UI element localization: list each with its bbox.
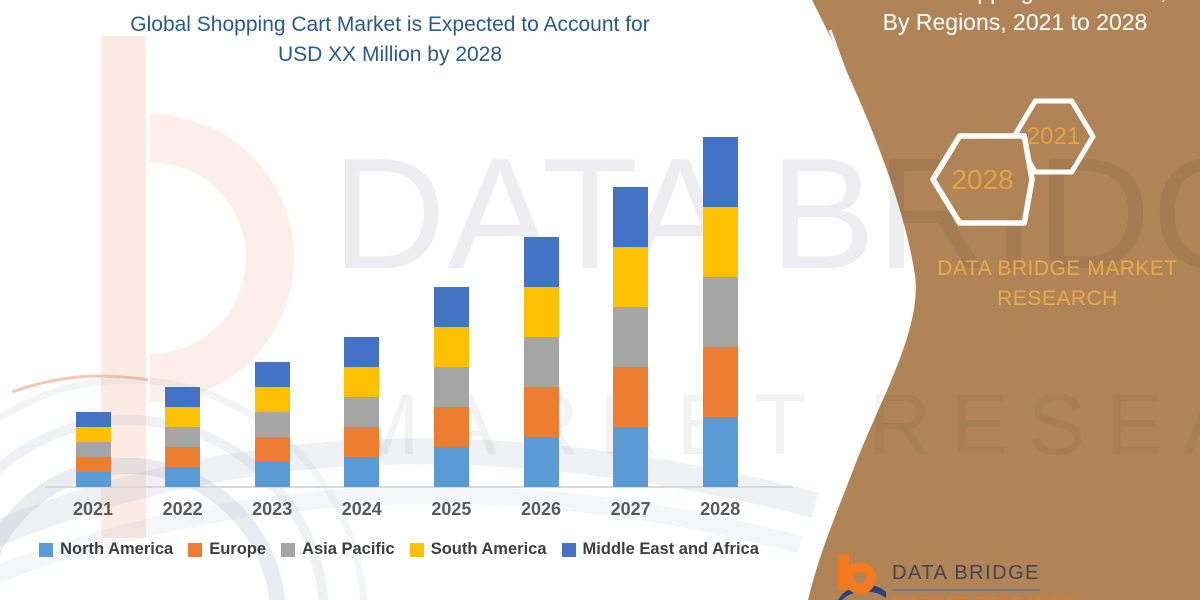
legend-item-south-america: South America: [409, 540, 547, 559]
footer-brand-text: DATA BRIDGE: [892, 562, 1041, 591]
panel-brand-text: DATA BRIDGE MARKET RESEARCH: [920, 254, 1195, 314]
x-axis-label-2024: 2024: [341, 499, 382, 519]
legend-label: Asia Pacific: [302, 540, 395, 558]
bar-segment-2025-south-america: [433, 327, 469, 367]
watermark-b-bowl: [149, 114, 294, 402]
bar-segment-2025-middle-east-and-africa: [433, 287, 469, 327]
bar-segment-2024-europe: [344, 427, 380, 457]
stacked-bar-plot-area: 2021 2022 2023 2024 2025 2026 2027 2028: [72, 137, 741, 519]
legend-item-asia-pacific: Asia Pacific: [281, 540, 395, 559]
bar-segment-2028-north-america: [702, 417, 738, 487]
bar-segment-2023-north-america: [254, 462, 290, 487]
watermark-circle-icon: [0, 415, 329, 600]
hexagon-2028-label: 2028: [951, 163, 1014, 195]
bar-segment-2028-south-america: [702, 207, 738, 277]
x-axis-label-2022: 2022: [162, 499, 203, 519]
watermark-swoosh: [0, 438, 819, 547]
bar-segment-2026-europe: [523, 387, 559, 437]
panel-brand-line1: DATA BRIDGE MARKET: [937, 257, 1178, 280]
bar-segment-2024-south-america: [344, 367, 380, 397]
legend-swatch-icon: [39, 542, 54, 557]
watermark-red-arc: [11, 374, 149, 394]
bar-segment-2022-south-america: [165, 407, 201, 427]
footer-logo-b-bowl: [844, 562, 876, 594]
bar-segment-2021-asia-pacific: [75, 442, 111, 457]
bar-segment-2028-middle-east-and-africa: [702, 137, 738, 207]
bar-segment-2021-europe: [75, 457, 111, 472]
bar-segment-2021-middle-east-and-africa: [75, 412, 111, 427]
bar-segment-2024-middle-east-and-africa: [344, 337, 380, 367]
chart-legend: North America Europe Asia Pacific South Ame…: [18, 540, 780, 559]
bar-segment-2023-asia-pacific: [254, 412, 290, 437]
side-panel-shape: [808, 0, 1200, 600]
hexagon-2028-icon: [930, 133, 1035, 226]
legend-item-north-america: North America: [39, 540, 173, 559]
bar-segment-2026-middle-east-and-africa: [523, 237, 559, 287]
x-axis-label-2028: 2028: [700, 499, 741, 519]
bar-segment-2025-north-america: [433, 447, 469, 487]
year-hexagons: [930, 98, 1096, 226]
legend-swatch-icon: [188, 542, 203, 557]
panel-brand-line2: RESEARCH: [997, 287, 1118, 310]
bar-segment-2027-north-america: [613, 427, 649, 487]
footer-sub-text: MARKET RESEARCH: [893, 594, 1076, 600]
legend-label: Middle East and Africa: [582, 540, 759, 558]
bar-segment-2022-north-america: [165, 467, 201, 487]
legend-item-europe: Europe: [188, 540, 266, 559]
bar-segment-2026-asia-pacific: [523, 337, 559, 387]
bar-segment-2021-north-america: [75, 472, 111, 487]
bar-segment-2024-north-america: [344, 457, 380, 487]
watermark-swoosh: [0, 486, 803, 583]
bar-segment-2026-north-america: [523, 437, 559, 487]
bar-segment-2027-south-america: [613, 247, 649, 307]
bar-segment-2022-asia-pacific: [165, 427, 201, 447]
bar-segment-2027-europe: [613, 367, 649, 427]
bar-segment-2021-south-america: [75, 427, 111, 442]
footer-logo-swoosh: [838, 584, 886, 600]
bar-segment-2025-asia-pacific: [433, 367, 469, 407]
bar-segment-2023-south-america: [254, 387, 290, 412]
panel-edge-accent-line: [828, 29, 869, 133]
bar-segment-2024-asia-pacific: [344, 397, 380, 427]
x-axis-label-2026: 2026: [520, 499, 562, 519]
bar-segment-2025-europe: [433, 407, 469, 447]
bar-segment-2023-europe: [254, 437, 290, 462]
bar-segment-2026-south-america: [523, 287, 559, 337]
bar-segment-2022-europe: [165, 447, 201, 467]
panel-heading-clipped-line: Global Shopping Cart Market,: [836, 0, 1194, 7]
legend-swatch-icon: [281, 542, 296, 557]
legend-swatch-icon: [561, 542, 576, 557]
bar-segment-2022-middle-east-and-africa: [165, 387, 201, 407]
legend-swatch-icon: [409, 542, 424, 557]
x-axis-label-2025: 2025: [431, 499, 472, 519]
legend-label: Europe: [209, 540, 267, 558]
panel-heading-line: By Regions, 2021 to 2028: [882, 9, 1148, 35]
panel-heading: Global Shopping Cart Market, By Regions,…: [836, 0, 1194, 38]
x-axis-label-2021: 2021: [72, 499, 114, 519]
footer-logo-icon: [838, 554, 886, 600]
legend-label: South America: [430, 540, 547, 558]
legend-item-middle-east-and-africa: Middle East and Africa: [561, 540, 759, 559]
chart-title-line2: USD XX Million by 2028: [277, 43, 503, 66]
bar-segment-2027-asia-pacific: [613, 307, 649, 367]
x-axis-label-2023: 2023: [252, 499, 293, 519]
hexagon-2021-label: 2021: [1026, 122, 1081, 150]
legend-label: North America: [60, 540, 174, 558]
bar-segment-2028-asia-pacific: [702, 277, 738, 347]
x-axis-line: [45, 486, 793, 488]
chart-title-line1: Global Shopping Cart Market is Expected …: [130, 13, 650, 36]
bar-segment-2028-europe: [702, 347, 738, 417]
watermark-circle-icon: [0, 376, 367, 600]
bar-segment-2027-middle-east-and-africa: [613, 187, 649, 247]
bar-segment-2023-middle-east-and-africa: [254, 362, 290, 387]
x-axis-label-2027: 2027: [610, 499, 651, 519]
footer-logo-b-stem: [838, 554, 849, 590]
chart-title: Global Shopping Cart Market is Expected …: [40, 10, 740, 70]
watermark-circle-icon: [0, 458, 286, 600]
